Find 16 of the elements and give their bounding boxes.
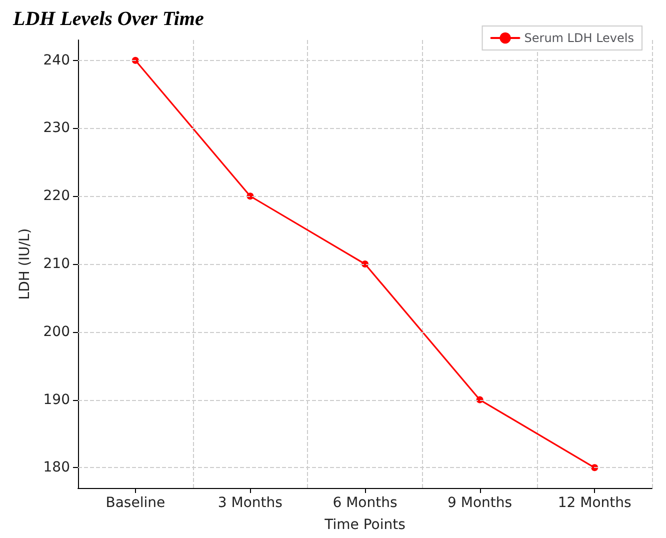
- legend-label: Serum LDH Levels: [524, 31, 634, 45]
- y-tick-label: 210: [43, 256, 70, 272]
- y-tick-label: 230: [43, 120, 70, 136]
- y-tick-label: 220: [43, 188, 70, 204]
- x-tick-label: 3 Months: [218, 495, 282, 511]
- x-tick-label: Baseline: [106, 495, 166, 511]
- y-axis-title: LDH (IU/L): [17, 228, 33, 300]
- x-tick-label: 9 Months: [448, 495, 512, 511]
- y-tick-label: 240: [43, 52, 70, 68]
- x-axis-title: Time Points: [324, 517, 406, 533]
- x-tick-label: 12 Months: [558, 495, 632, 511]
- x-tick-label: 6 Months: [332, 495, 398, 511]
- y-tick-label: 180: [43, 460, 70, 476]
- chart-title: LDH Levels Over Time: [12, 8, 204, 30]
- y-tick-label: 200: [43, 324, 70, 340]
- y-tick-label: 190: [43, 392, 70, 408]
